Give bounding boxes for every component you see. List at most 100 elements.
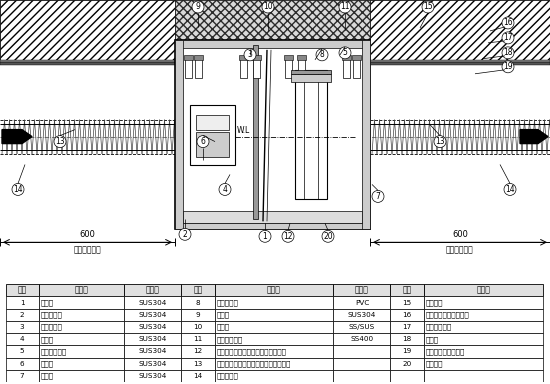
Text: フックボルト: フックボルト (217, 336, 243, 343)
Text: 品　名: 品 名 (476, 286, 490, 295)
Circle shape (502, 47, 514, 59)
Circle shape (192, 1, 204, 13)
Text: 2: 2 (183, 230, 188, 239)
Bar (424, 333, 542, 345)
Text: 防水止フック: 防水止フック (41, 348, 67, 355)
Bar (182, 370, 214, 382)
Bar (284, 55, 293, 60)
Bar (424, 321, 542, 333)
Text: 13: 13 (194, 361, 202, 367)
Text: 2: 2 (20, 312, 24, 318)
Bar (333, 309, 390, 321)
Bar (333, 345, 390, 358)
Text: 6: 6 (20, 361, 24, 367)
Text: 仕切板: 仕切板 (41, 336, 54, 343)
Text: トラップ管: トラップ管 (217, 299, 239, 306)
Bar (6, 321, 38, 333)
Text: 材　質: 材 質 (146, 286, 159, 295)
Text: 20: 20 (323, 232, 333, 241)
Bar (39, 284, 124, 296)
Bar (175, 0, 370, 60)
Text: 4: 4 (223, 185, 228, 194)
Text: 16: 16 (503, 18, 513, 27)
Bar (390, 358, 424, 370)
Text: 5: 5 (343, 48, 348, 57)
Text: SUS304: SUS304 (139, 349, 167, 354)
Text: 7: 7 (20, 373, 24, 379)
Bar (0, 0, 175, 60)
Bar (353, 58, 360, 78)
Text: 木　体: 木 体 (41, 299, 54, 306)
Text: 受　枠: 受 枠 (217, 311, 230, 318)
Bar (214, 296, 333, 309)
Bar (370, 0, 550, 60)
Bar (182, 296, 214, 309)
Text: 11: 11 (340, 2, 350, 12)
Text: 砂留カップ: 砂留カップ (41, 311, 63, 318)
Bar (196, 115, 229, 130)
Text: ふ　た: ふ た (217, 324, 230, 330)
Bar (214, 284, 333, 296)
Bar (39, 370, 124, 382)
Bar (39, 333, 124, 345)
Bar (184, 55, 193, 60)
Text: SUS304: SUS304 (348, 312, 376, 318)
Bar (39, 309, 124, 321)
Bar (424, 358, 542, 370)
Text: 600: 600 (452, 230, 468, 239)
Circle shape (372, 190, 384, 202)
Text: 12: 12 (194, 349, 202, 354)
Bar (39, 345, 124, 358)
Bar (390, 284, 424, 296)
Bar (214, 321, 333, 333)
Text: 9: 9 (196, 2, 200, 12)
Circle shape (502, 17, 514, 29)
Text: W.L: W.L (237, 126, 250, 135)
Circle shape (244, 49, 256, 61)
Text: 18: 18 (503, 48, 513, 57)
Text: 耐火被覆材（けい酸カルシウム板）: 耐火被覆材（けい酸カルシウム板） (217, 348, 287, 355)
Bar (390, 370, 424, 382)
Text: 10: 10 (263, 2, 273, 12)
Bar (6, 284, 38, 296)
Text: 部番: 部番 (403, 286, 412, 295)
Circle shape (54, 136, 66, 147)
Circle shape (339, 47, 351, 59)
Circle shape (502, 32, 514, 44)
Text: 14: 14 (194, 373, 202, 379)
Bar (183, 211, 362, 223)
Bar (182, 321, 214, 333)
Circle shape (262, 1, 274, 13)
Text: 15: 15 (403, 300, 412, 306)
Bar (124, 345, 182, 358)
Text: 8: 8 (196, 300, 200, 306)
Text: 13: 13 (55, 137, 65, 146)
Text: 【現場施工】: 【現場施工】 (74, 245, 101, 254)
Text: SUS304: SUS304 (139, 300, 167, 306)
Text: 吊り金具: 吊り金具 (426, 361, 443, 367)
Circle shape (12, 184, 24, 195)
Bar (175, 223, 370, 229)
Text: 10: 10 (194, 324, 202, 330)
Text: 1: 1 (20, 300, 24, 306)
Circle shape (339, 1, 351, 13)
Bar (0, 62, 550, 65)
Text: SUS304: SUS304 (139, 312, 167, 318)
Bar (6, 296, 38, 309)
Bar (0, 60, 550, 62)
Text: 床仕上げ: 床仕上げ (426, 299, 443, 306)
Text: 18: 18 (403, 336, 412, 342)
Text: 1: 1 (263, 232, 267, 241)
Circle shape (282, 230, 294, 242)
Bar (6, 370, 38, 382)
Circle shape (316, 49, 328, 61)
Text: 9: 9 (196, 312, 200, 318)
Circle shape (504, 184, 516, 195)
Text: 17: 17 (403, 324, 412, 330)
Text: 20: 20 (403, 361, 412, 367)
Bar (182, 309, 214, 321)
Bar (295, 70, 327, 199)
Text: 14: 14 (505, 185, 515, 194)
Bar (291, 74, 331, 82)
Text: 3: 3 (20, 324, 24, 330)
